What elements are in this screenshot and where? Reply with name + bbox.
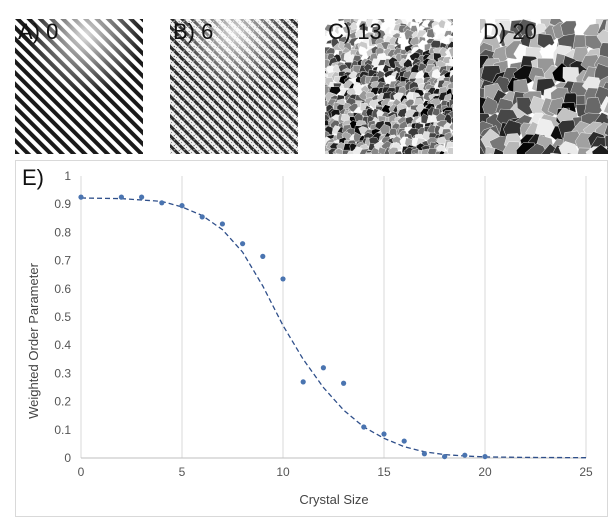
fit-curve	[80, 197, 587, 459]
panel-label-d: D) 20	[483, 19, 537, 44]
data-point	[381, 431, 387, 437]
data-point	[240, 241, 246, 247]
data-point	[199, 214, 205, 220]
data-point	[118, 194, 124, 200]
panel-label-c: C) 13	[328, 19, 382, 44]
data-point	[179, 203, 185, 209]
panel-c: C) 13	[325, 19, 453, 154]
x-tick-label: 15	[377, 465, 391, 479]
panel-label-a: A) 0	[18, 19, 59, 44]
data-point	[139, 194, 145, 200]
x-tick-label: 0	[78, 465, 85, 479]
y-axis-label: Weighted Order Parameter	[26, 262, 41, 418]
panel-label-b: B) 6	[173, 19, 214, 44]
order-parameter-chart: E) Weighted Order Parameter Crystal Size…	[15, 160, 608, 517]
x-tick-label: 25	[579, 465, 593, 479]
y-tick-label: 0.5	[54, 310, 71, 324]
y-tick-label: 0.8	[54, 225, 71, 239]
y-tick-label: 0.6	[54, 282, 71, 296]
y-tick-label: 0.4	[54, 338, 71, 352]
x-tick-label: 10	[276, 465, 290, 479]
y-tick-label: 0.7	[54, 254, 71, 268]
large-grains-image	[480, 19, 608, 154]
data-point	[260, 253, 266, 259]
x-tick-label: 5	[179, 465, 186, 479]
data-point	[280, 276, 286, 282]
data-point	[401, 438, 407, 444]
y-tick-label: 1	[64, 169, 71, 183]
data-point	[341, 380, 347, 386]
data-point	[78, 194, 84, 200]
data-point	[320, 365, 326, 371]
x-axis-label: Crystal Size	[299, 492, 368, 507]
data-point	[462, 452, 468, 458]
data-point	[482, 453, 488, 460]
panel-d: D) 20	[480, 19, 608, 154]
data-point	[159, 200, 165, 206]
data-point	[300, 379, 306, 385]
small-grains-image	[325, 19, 453, 154]
y-tick-label: 0.2	[54, 395, 71, 409]
diagonal-stripes-image	[15, 19, 143, 154]
data-point	[361, 424, 367, 430]
data-point	[421, 451, 427, 457]
panel-label-e: E)	[22, 165, 44, 190]
panel-b: B) 6	[170, 19, 298, 154]
data-point	[442, 453, 448, 460]
y-tick-label: 0	[64, 451, 71, 465]
y-tick-label: 0.1	[54, 423, 71, 437]
panel-a: A) 0	[15, 19, 143, 154]
y-tick-label: 0.9	[54, 197, 71, 211]
y-tick-label: 0.3	[54, 366, 71, 380]
data-point	[219, 221, 225, 227]
plot-area: Weighted Order Parameter Crystal Size 0 5…	[26, 169, 593, 507]
noisy-stripes-image	[170, 19, 298, 154]
x-tick-label: 20	[478, 465, 492, 479]
